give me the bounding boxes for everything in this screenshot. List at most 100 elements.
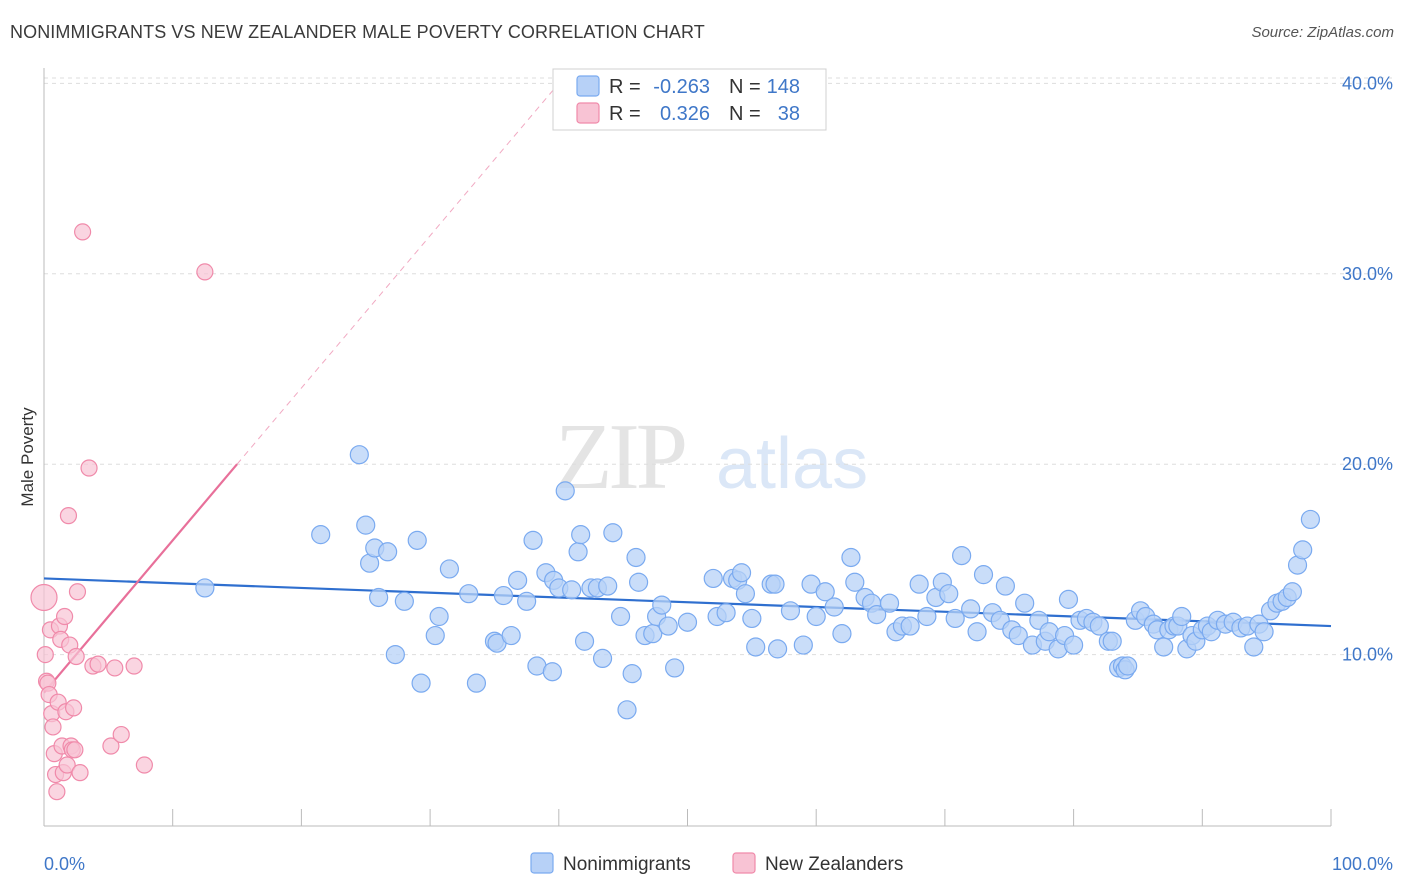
new-zealanders-point-34 <box>112 725 130 744</box>
nonimmigrants-point-23 <box>523 530 543 550</box>
nonimmigrants-point-75 <box>879 593 900 613</box>
nonimmigrants-point-134 <box>1244 637 1264 657</box>
trend-lines <box>43 83 1332 694</box>
nonimmigrants-point-6 <box>369 587 389 608</box>
nonimmigrants-point-38 <box>603 523 623 543</box>
nonimmigrants-point-20 <box>501 625 521 646</box>
nonimmigrants-point-0 <box>195 578 215 598</box>
new-zealanders-points <box>30 223 214 801</box>
y-tick-label-3: 40.0% <box>1342 73 1393 93</box>
new-zealanders-point-36 <box>135 756 153 774</box>
nonimmigrants-point-2 <box>349 445 369 465</box>
new-zealanders-point-27 <box>71 764 89 782</box>
nonimmigrants-point-118 <box>1154 637 1174 657</box>
nonimmigrants-point-30 <box>562 580 582 600</box>
new-zealanders-point-23 <box>65 699 83 717</box>
chart-title: NONIMMIGRANTS VS NEW ZEALANDER MALE POVE… <box>10 22 705 42</box>
new-zealanders-point-7 <box>44 718 62 736</box>
legend-n-value-pink: 38 <box>778 103 800 125</box>
nonimmigrants-point-36 <box>592 648 613 669</box>
nonimmigrants-point-22 <box>517 591 537 611</box>
nonimmigrants-point-42 <box>626 547 646 568</box>
new-zealanders-point-26 <box>68 583 87 601</box>
nonimmigrants-point-51 <box>703 568 723 589</box>
nonimmigrants-point-83 <box>939 584 959 604</box>
new-zealanders-point-29 <box>74 223 92 241</box>
nonimmigrants-point-48 <box>658 616 678 636</box>
nonimmigrants-point-57 <box>735 584 756 604</box>
nonimmigrants-point-8 <box>385 644 405 665</box>
nonimmigrants-point-61 <box>765 574 785 594</box>
nonimmigrants-point-58 <box>742 608 762 629</box>
new-zealanders-point-24 <box>66 741 84 759</box>
new-zealanders-point-25 <box>67 647 85 666</box>
x-tick-label-0: 0.0% <box>44 854 85 874</box>
nonimmigrants-point-93 <box>1008 625 1028 646</box>
nonimmigrants-point-71 <box>845 572 865 592</box>
nonimmigrants-point-13 <box>429 606 449 627</box>
nonimmigrants-point-144 <box>1300 509 1321 530</box>
nonimmigrants-point-74 <box>867 605 887 625</box>
nonimmigrants-point-41 <box>622 664 642 684</box>
nonimmigrants-point-1 <box>311 525 331 545</box>
nonimmigrants-point-7 <box>378 542 398 562</box>
nonimmigrants-point-53 <box>716 603 736 623</box>
nonimmigrants-point-79 <box>909 574 929 594</box>
nonimmigrants-point-88 <box>973 565 994 585</box>
nonimmigrants-point-69 <box>832 624 852 644</box>
x-tick-labels: 0.0% 100.0% <box>44 854 1393 874</box>
nonimmigrants-point-33 <box>574 631 595 651</box>
nonimmigrants-point-10 <box>407 530 427 550</box>
bottom-legend-swatch-blue <box>530 852 554 874</box>
nonimmigrants-point-31 <box>568 542 588 562</box>
nonimmigrants-point-56 <box>731 563 752 583</box>
nonimmigrants-point-87 <box>967 622 987 642</box>
nonimmigrants-point-102 <box>1063 635 1084 655</box>
y-tick-labels: 10.0% 20.0% 30.0% 40.0% <box>1342 73 1393 664</box>
new-zealanders-point-37 <box>196 263 214 281</box>
nonimmigrants-point-108 <box>1102 631 1122 651</box>
legend-n-label-pink: N = <box>729 103 761 125</box>
nonimmigrants-point-64 <box>793 635 813 655</box>
nonimmigrants-point-43 <box>628 572 649 592</box>
legend-swatch-pink <box>576 102 600 124</box>
axes <box>43 68 1332 827</box>
nonimmigrants-point-16 <box>466 673 487 693</box>
nonimmigrants-point-84 <box>945 608 965 629</box>
legend-swatch-blue <box>576 75 600 97</box>
nonimmigrants-point-141 <box>1282 582 1302 602</box>
nonimmigrants-point-62 <box>767 639 788 659</box>
legend-r-label-blue: R = <box>609 76 641 98</box>
y-tick-label-2: 30.0% <box>1342 264 1393 284</box>
nonimmigrants-trend-line <box>43 577 1332 628</box>
nonimmigrants-point-14 <box>439 559 460 579</box>
nonimmigrants-point-12 <box>425 625 445 646</box>
legend: R = -0.263 N = 148 R = 0.326 N = 38 <box>552 68 827 131</box>
nonimmigrants-point-112 <box>1118 656 1138 676</box>
legend-n-label-blue: N = <box>729 76 761 98</box>
nonimmigrants-point-3 <box>356 515 376 535</box>
nonimmigrants-point-15 <box>459 584 479 604</box>
new-zealanders-point-19 <box>59 507 78 525</box>
nonimmigrants-point-63 <box>780 601 801 621</box>
nonimmigrants-point-94 <box>1015 593 1035 613</box>
nonimmigrants-point-106 <box>1089 616 1109 636</box>
nonimmigrants-point-50 <box>677 612 698 632</box>
new-zealanders-point-33 <box>106 659 124 677</box>
nonimmigrants-point-136 <box>1254 622 1274 642</box>
nonimmigrants-point-11 <box>411 673 431 693</box>
nonimmigrants-point-101 <box>1058 589 1079 609</box>
nonimmigrants-point-78 <box>900 616 920 636</box>
bottom-legend-label-new-zealanders: New Zealanders <box>765 854 903 875</box>
nonimmigrants-point-39 <box>610 606 631 627</box>
nonimmigrants-point-86 <box>961 599 981 619</box>
nonimmigrants-point-66 <box>806 606 826 627</box>
nonimmigrants-point-80 <box>917 606 937 627</box>
bottom-legend-label-nonimmigrants: Nonimmigrants <box>563 854 691 875</box>
new-zealanders-point-1 <box>36 645 54 664</box>
watermark-zip: ZIP <box>555 405 685 509</box>
nonimmigrants-point-21 <box>508 570 528 590</box>
nonimmigrants-point-40 <box>617 700 637 720</box>
nonimmigrants-point-9 <box>394 591 414 611</box>
